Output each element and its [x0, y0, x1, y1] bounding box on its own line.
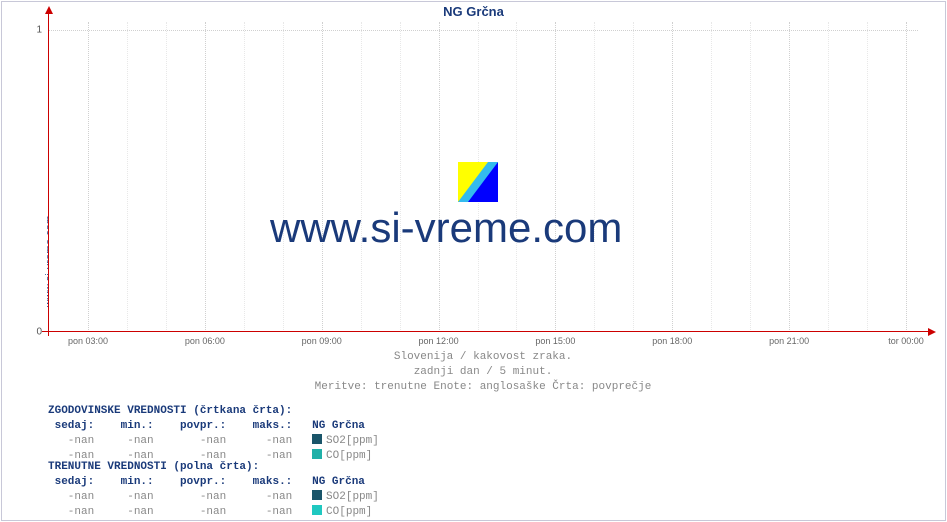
chart-plot-area: 01 pon 03:00pon 06:00pon 09:00pon 12:00p…	[48, 22, 918, 332]
xtick-label: tor 00:00	[888, 336, 924, 346]
gridline-v-minor	[361, 22, 362, 332]
xtick-label: pon 18:00	[652, 336, 692, 346]
xtick-label: pon 03:00	[68, 336, 108, 346]
legend-row: -nan -nan -nan -nan CO[ppm]	[48, 505, 379, 520]
legend-current: TRENUTNE VREDNOSTI (polna črta): sedaj: …	[48, 460, 379, 519]
gridline-v-minor	[283, 22, 284, 332]
gridline-v	[672, 22, 673, 332]
gridline-v	[555, 22, 556, 332]
xtick-label: pon 09:00	[302, 336, 342, 346]
gridline-v-minor	[127, 22, 128, 332]
chart-subtitle: Slovenija / kakovost zraka. zadnji dan /…	[48, 350, 918, 395]
watermark-logo-icon	[458, 162, 498, 202]
legend-row: -nan -nan -nan -nan SO2[ppm]	[48, 434, 379, 449]
legend-series-label: SO2[ppm]	[326, 491, 379, 503]
gridline-v-minor	[867, 22, 868, 332]
subtitle-line-3: Meritve: trenutne Enote: anglosaške Črta…	[48, 380, 918, 395]
ytick-label: 1	[36, 25, 42, 36]
xtick-label: pon 06:00	[185, 336, 225, 346]
watermark-text: www.si-vreme.com	[270, 204, 622, 252]
xtick-label: pon 12:00	[419, 336, 459, 346]
legend-series-label: SO2[ppm]	[326, 435, 379, 447]
gridline-v-minor	[166, 22, 167, 332]
gridline-v	[322, 22, 323, 332]
gridline-v-minor	[633, 22, 634, 332]
gridline-v-minor	[516, 22, 517, 332]
legend-row: -nan -nan -nan -nan SO2[ppm]	[48, 490, 379, 505]
legend-swatch-icon	[312, 449, 322, 459]
gridline-v	[88, 22, 89, 332]
gridline-v-minor	[244, 22, 245, 332]
xtick-label: pon 21:00	[769, 336, 809, 346]
xtick-label: pon 15:00	[535, 336, 575, 346]
subtitle-line-2: zadnji dan / 5 minut.	[48, 365, 918, 380]
gridline-v	[906, 22, 907, 332]
legend-swatch-icon	[312, 490, 322, 500]
chart-title: NG Grčna	[0, 4, 947, 19]
gridline-v	[439, 22, 440, 332]
x-axis	[42, 331, 930, 332]
gridline-v-minor	[828, 22, 829, 332]
gridline-v-minor	[750, 22, 751, 332]
legend-curr-header: TRENUTNE VREDNOSTI (polna črta):	[48, 460, 379, 475]
gridline-h	[48, 30, 918, 31]
gridline-v-minor	[594, 22, 595, 332]
gridline-v	[789, 22, 790, 332]
legend-swatch-icon	[312, 434, 322, 444]
legend-series-label: CO[ppm]	[326, 506, 372, 518]
legend-hist-header: ZGODOVINSKE VREDNOSTI (črtkana črta):	[48, 404, 379, 419]
gridline-v	[205, 22, 206, 332]
ytick-label: 0	[36, 327, 42, 338]
legend-historical: ZGODOVINSKE VREDNOSTI (črtkana črta): se…	[48, 404, 379, 463]
y-axis	[48, 12, 49, 336]
subtitle-line-1: Slovenija / kakovost zraka.	[48, 350, 918, 365]
legend-swatch-icon	[312, 505, 322, 515]
gridline-v-minor	[711, 22, 712, 332]
gridline-v-minor	[400, 22, 401, 332]
